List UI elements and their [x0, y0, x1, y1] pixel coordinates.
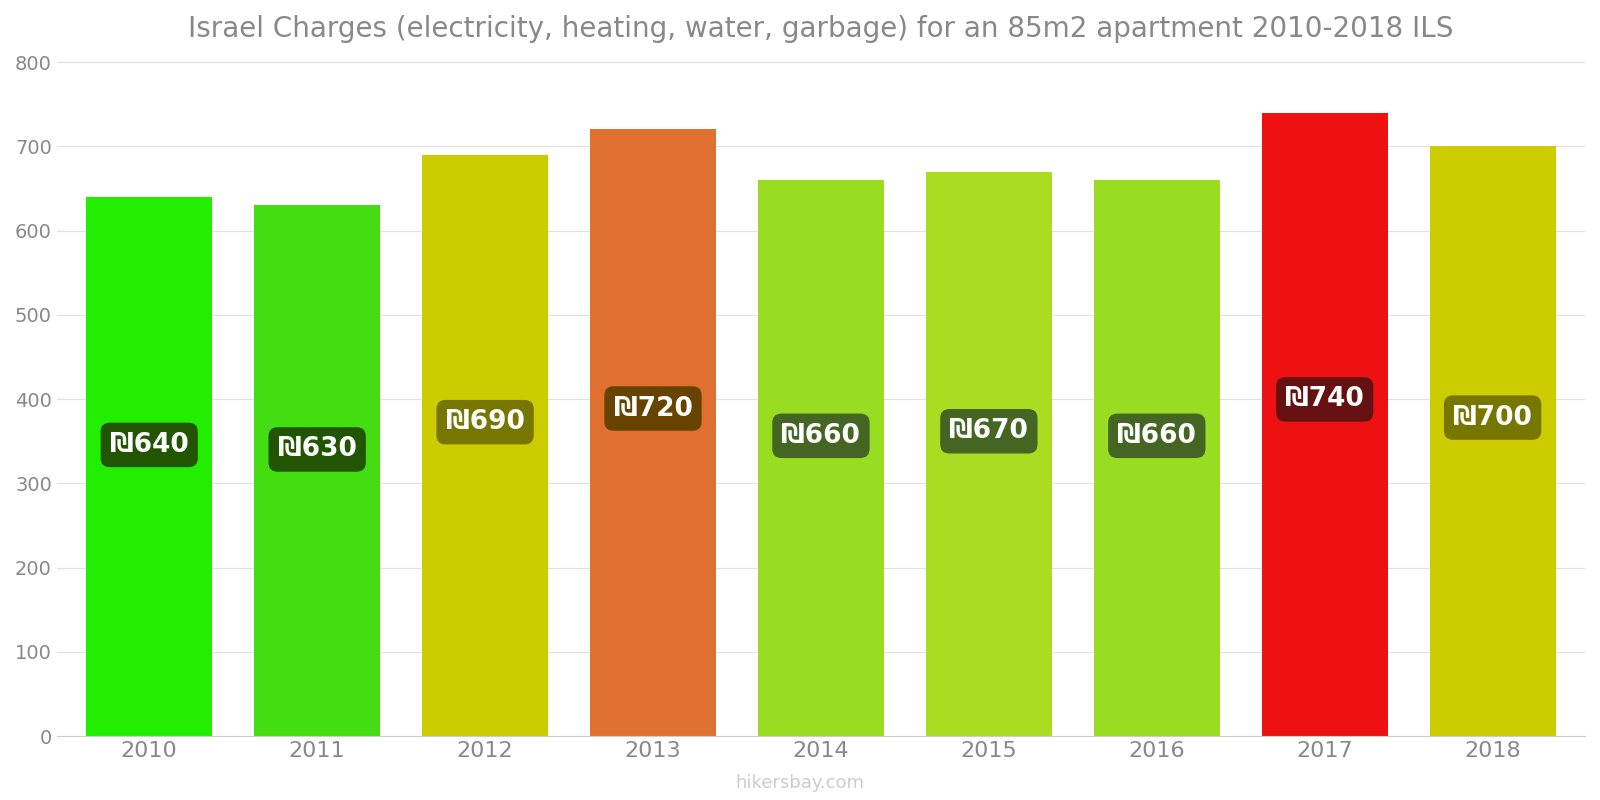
- Text: hikersbay.com: hikersbay.com: [736, 774, 864, 792]
- Title: Israel Charges (electricity, heating, water, garbage) for an 85m2 apartment 2010: Israel Charges (electricity, heating, wa…: [189, 15, 1454, 43]
- Bar: [254, 206, 381, 736]
- Bar: [590, 130, 715, 736]
- Text: ₪700: ₪700: [1453, 405, 1533, 430]
- Bar: [1430, 146, 1555, 736]
- Bar: [422, 154, 549, 736]
- Text: ₪640: ₪640: [110, 432, 189, 458]
- Bar: [86, 197, 213, 736]
- Text: ₪660: ₪660: [1117, 423, 1197, 449]
- Text: ₪630: ₪630: [278, 437, 357, 462]
- Text: ₪720: ₪720: [613, 395, 693, 422]
- Text: ₪660: ₪660: [781, 423, 861, 449]
- Text: ₪670: ₪670: [949, 418, 1029, 444]
- Bar: [758, 180, 883, 736]
- Bar: [1094, 180, 1219, 736]
- Text: ₪690: ₪690: [446, 409, 525, 435]
- Text: ₪740: ₪740: [1285, 386, 1365, 413]
- Bar: [926, 171, 1051, 736]
- Bar: [1262, 113, 1387, 736]
